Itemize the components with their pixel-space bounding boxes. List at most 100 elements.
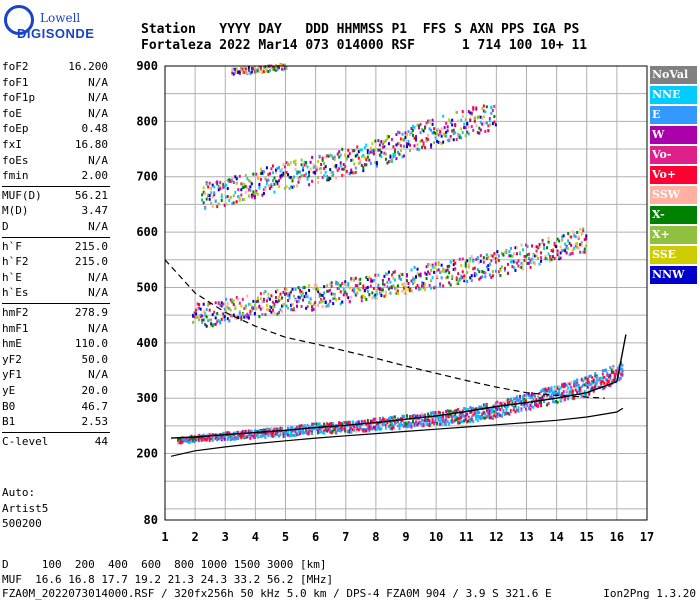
echo-point (359, 282, 362, 286)
legend-item: E (650, 106, 697, 124)
echo-point (582, 392, 585, 396)
echo-point (535, 254, 538, 258)
echo-point (375, 161, 378, 165)
echo-point (461, 270, 464, 274)
echo-point (564, 397, 567, 401)
echo-point (556, 237, 559, 241)
echo-point (303, 425, 306, 429)
echo-point (282, 63, 285, 67)
echo-point (409, 143, 412, 147)
echo-point (537, 404, 540, 408)
echo-point (309, 297, 312, 301)
echo-point (180, 436, 183, 440)
x-axis-ticks: 1 2 3 4 5 6 7 8 9 10 11 12 13 14 15 16 17 (161, 530, 654, 544)
echo-point (336, 169, 339, 173)
echo-point (276, 182, 279, 186)
echo-point (297, 177, 300, 181)
echo-point (577, 385, 580, 389)
echo-point (265, 179, 268, 183)
echo-point (327, 176, 330, 180)
echo-point (229, 313, 232, 317)
echo-point (573, 246, 576, 250)
echo-point (473, 411, 476, 415)
echo-point (380, 291, 383, 295)
echo-point (398, 152, 401, 156)
echo-point (547, 401, 550, 405)
echo-point (464, 259, 467, 263)
echo-point (287, 293, 290, 297)
echo-point (276, 427, 279, 431)
echo-point (529, 394, 532, 398)
echo-point (229, 298, 232, 302)
echo-point (317, 159, 320, 163)
echo-point (344, 290, 347, 294)
echo-point (404, 135, 407, 139)
echo-point (366, 278, 369, 282)
echo-point (418, 124, 421, 128)
echo-point (332, 302, 335, 306)
echo-point (380, 150, 383, 154)
echo-point (393, 421, 396, 425)
echo-point (556, 386, 559, 390)
echo-point (208, 301, 211, 305)
echo-point (290, 160, 293, 164)
echo-point (549, 387, 552, 391)
echo-point (553, 400, 556, 404)
echo-point (568, 393, 571, 397)
echo-point (515, 246, 518, 250)
echo-point (327, 425, 330, 429)
echo-point (452, 263, 455, 267)
echo-point (409, 424, 412, 428)
echo-point (467, 419, 470, 423)
echo-point (332, 170, 335, 174)
echo-point (357, 428, 360, 432)
echo-point (419, 131, 422, 135)
echo-point (421, 145, 424, 149)
echo-point (330, 292, 333, 296)
echo-point (193, 437, 196, 441)
echo-point (380, 427, 383, 431)
echo-point (252, 436, 255, 440)
echo-point (451, 415, 454, 419)
echo-point (430, 279, 433, 283)
echo-point (454, 267, 457, 271)
echo-point (412, 128, 415, 132)
echo-point (484, 412, 487, 416)
echo-point (387, 425, 390, 429)
echo-point (424, 283, 427, 287)
echo-point (244, 435, 247, 439)
echo-point (198, 303, 201, 307)
echo-point (478, 131, 481, 135)
echo-point (312, 170, 315, 174)
echo-point (451, 418, 454, 422)
echo-point (314, 425, 317, 429)
echo-point (305, 294, 308, 298)
echo-point (271, 65, 274, 69)
echo-point (317, 303, 320, 307)
echo-point (598, 378, 601, 382)
echo-point (532, 393, 535, 397)
echo-point (402, 282, 405, 286)
echo-point (609, 373, 612, 377)
echo-point (573, 384, 576, 388)
echo-point (386, 424, 389, 428)
echo-point (333, 294, 336, 298)
echo-point (288, 296, 291, 300)
echo-point (258, 315, 261, 319)
echo-point (231, 202, 234, 206)
echo-point (350, 277, 353, 281)
echo-point (583, 376, 586, 380)
echo-point (303, 160, 306, 164)
echo-point (252, 299, 255, 303)
echo-point (309, 160, 312, 164)
echo-point (318, 292, 321, 296)
echo-point (428, 419, 431, 423)
echo-point (210, 318, 213, 322)
legend-item: Vo- (650, 146, 697, 164)
echo-point (299, 170, 302, 174)
echo-point (390, 159, 393, 163)
echo-point (195, 315, 198, 319)
echo-point (293, 175, 296, 179)
echo-point (562, 248, 565, 252)
echo-point (205, 197, 208, 201)
